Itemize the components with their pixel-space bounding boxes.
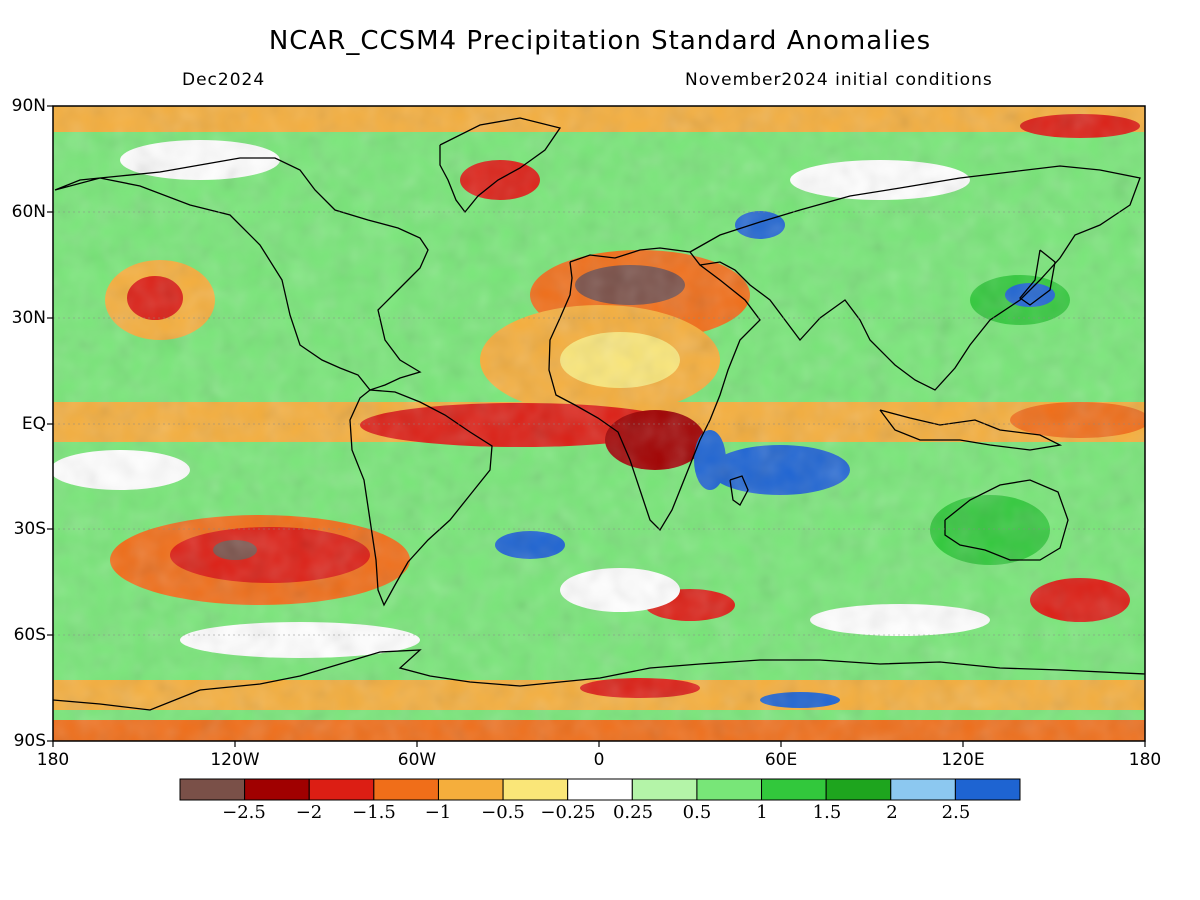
graticule bbox=[53, 211, 1145, 636]
colorbar-swatch bbox=[696, 778, 763, 801]
colorbar-swatch bbox=[502, 778, 569, 801]
colorbar-swatch bbox=[954, 778, 1021, 801]
colorbar-swatch bbox=[437, 778, 504, 801]
colorbar-swatch bbox=[308, 778, 375, 801]
lon-label-120w: 120W bbox=[210, 750, 260, 770]
colorbar-label: −0.25 bbox=[540, 802, 596, 823]
colorbar-swatch bbox=[825, 778, 892, 801]
colorbar-label: 0.5 bbox=[682, 802, 712, 823]
lon-label-180w: 180 bbox=[36, 750, 70, 770]
anomaly-field bbox=[53, 106, 1145, 741]
lon-label-0: 0 bbox=[593, 750, 605, 770]
map-title: NCAR_CCSM4 Precipitation Standard Anomal… bbox=[268, 26, 932, 56]
colorbar-swatch bbox=[179, 778, 246, 801]
colorbar-swatch bbox=[244, 778, 310, 801]
lat-label-90s: 90S bbox=[13, 731, 46, 751]
lat-label-30s: 30S bbox=[13, 519, 46, 539]
colorbar-swatch bbox=[567, 778, 633, 801]
lat-label-30n: 30N bbox=[11, 308, 46, 328]
colorbar bbox=[179, 778, 1021, 801]
colorbar-label: 1.5 bbox=[812, 802, 842, 823]
colorbar-label: −1 bbox=[424, 802, 452, 823]
valid-month-label: Dec2024 bbox=[182, 70, 266, 90]
coastlines bbox=[53, 117, 1145, 711]
init-conditions-label: November2024 initial conditions bbox=[685, 70, 993, 90]
colorbar-swatch bbox=[890, 778, 956, 801]
colorbar-swatch bbox=[761, 778, 827, 801]
colorbar-label: 2 bbox=[886, 802, 898, 823]
colorbar-label: −2 bbox=[295, 802, 323, 823]
colorbar-label: 0.25 bbox=[612, 802, 654, 823]
colorbar-label: 2.5 bbox=[941, 802, 971, 823]
lon-label-120e: 120E bbox=[941, 750, 985, 770]
colorbar-label: −2.5 bbox=[222, 802, 266, 823]
colorbar-label: 1 bbox=[756, 802, 768, 823]
lon-label-60e: 60E bbox=[764, 750, 798, 770]
lat-label-90n: 90N bbox=[11, 96, 46, 116]
colorbar-label: −0.5 bbox=[481, 802, 525, 823]
colorbar-swatch bbox=[631, 778, 698, 801]
lon-label-180e: 180 bbox=[1128, 750, 1162, 770]
lat-label-60n: 60N bbox=[11, 202, 46, 222]
colorbar-swatch bbox=[373, 778, 439, 801]
lat-label-60s: 60S bbox=[13, 625, 46, 645]
colorbar-label: −1.5 bbox=[352, 802, 396, 823]
lon-label-60w: 60W bbox=[397, 750, 437, 770]
lat-label-eq: EQ bbox=[21, 414, 46, 434]
axis-ticks bbox=[47, 105, 1146, 747]
